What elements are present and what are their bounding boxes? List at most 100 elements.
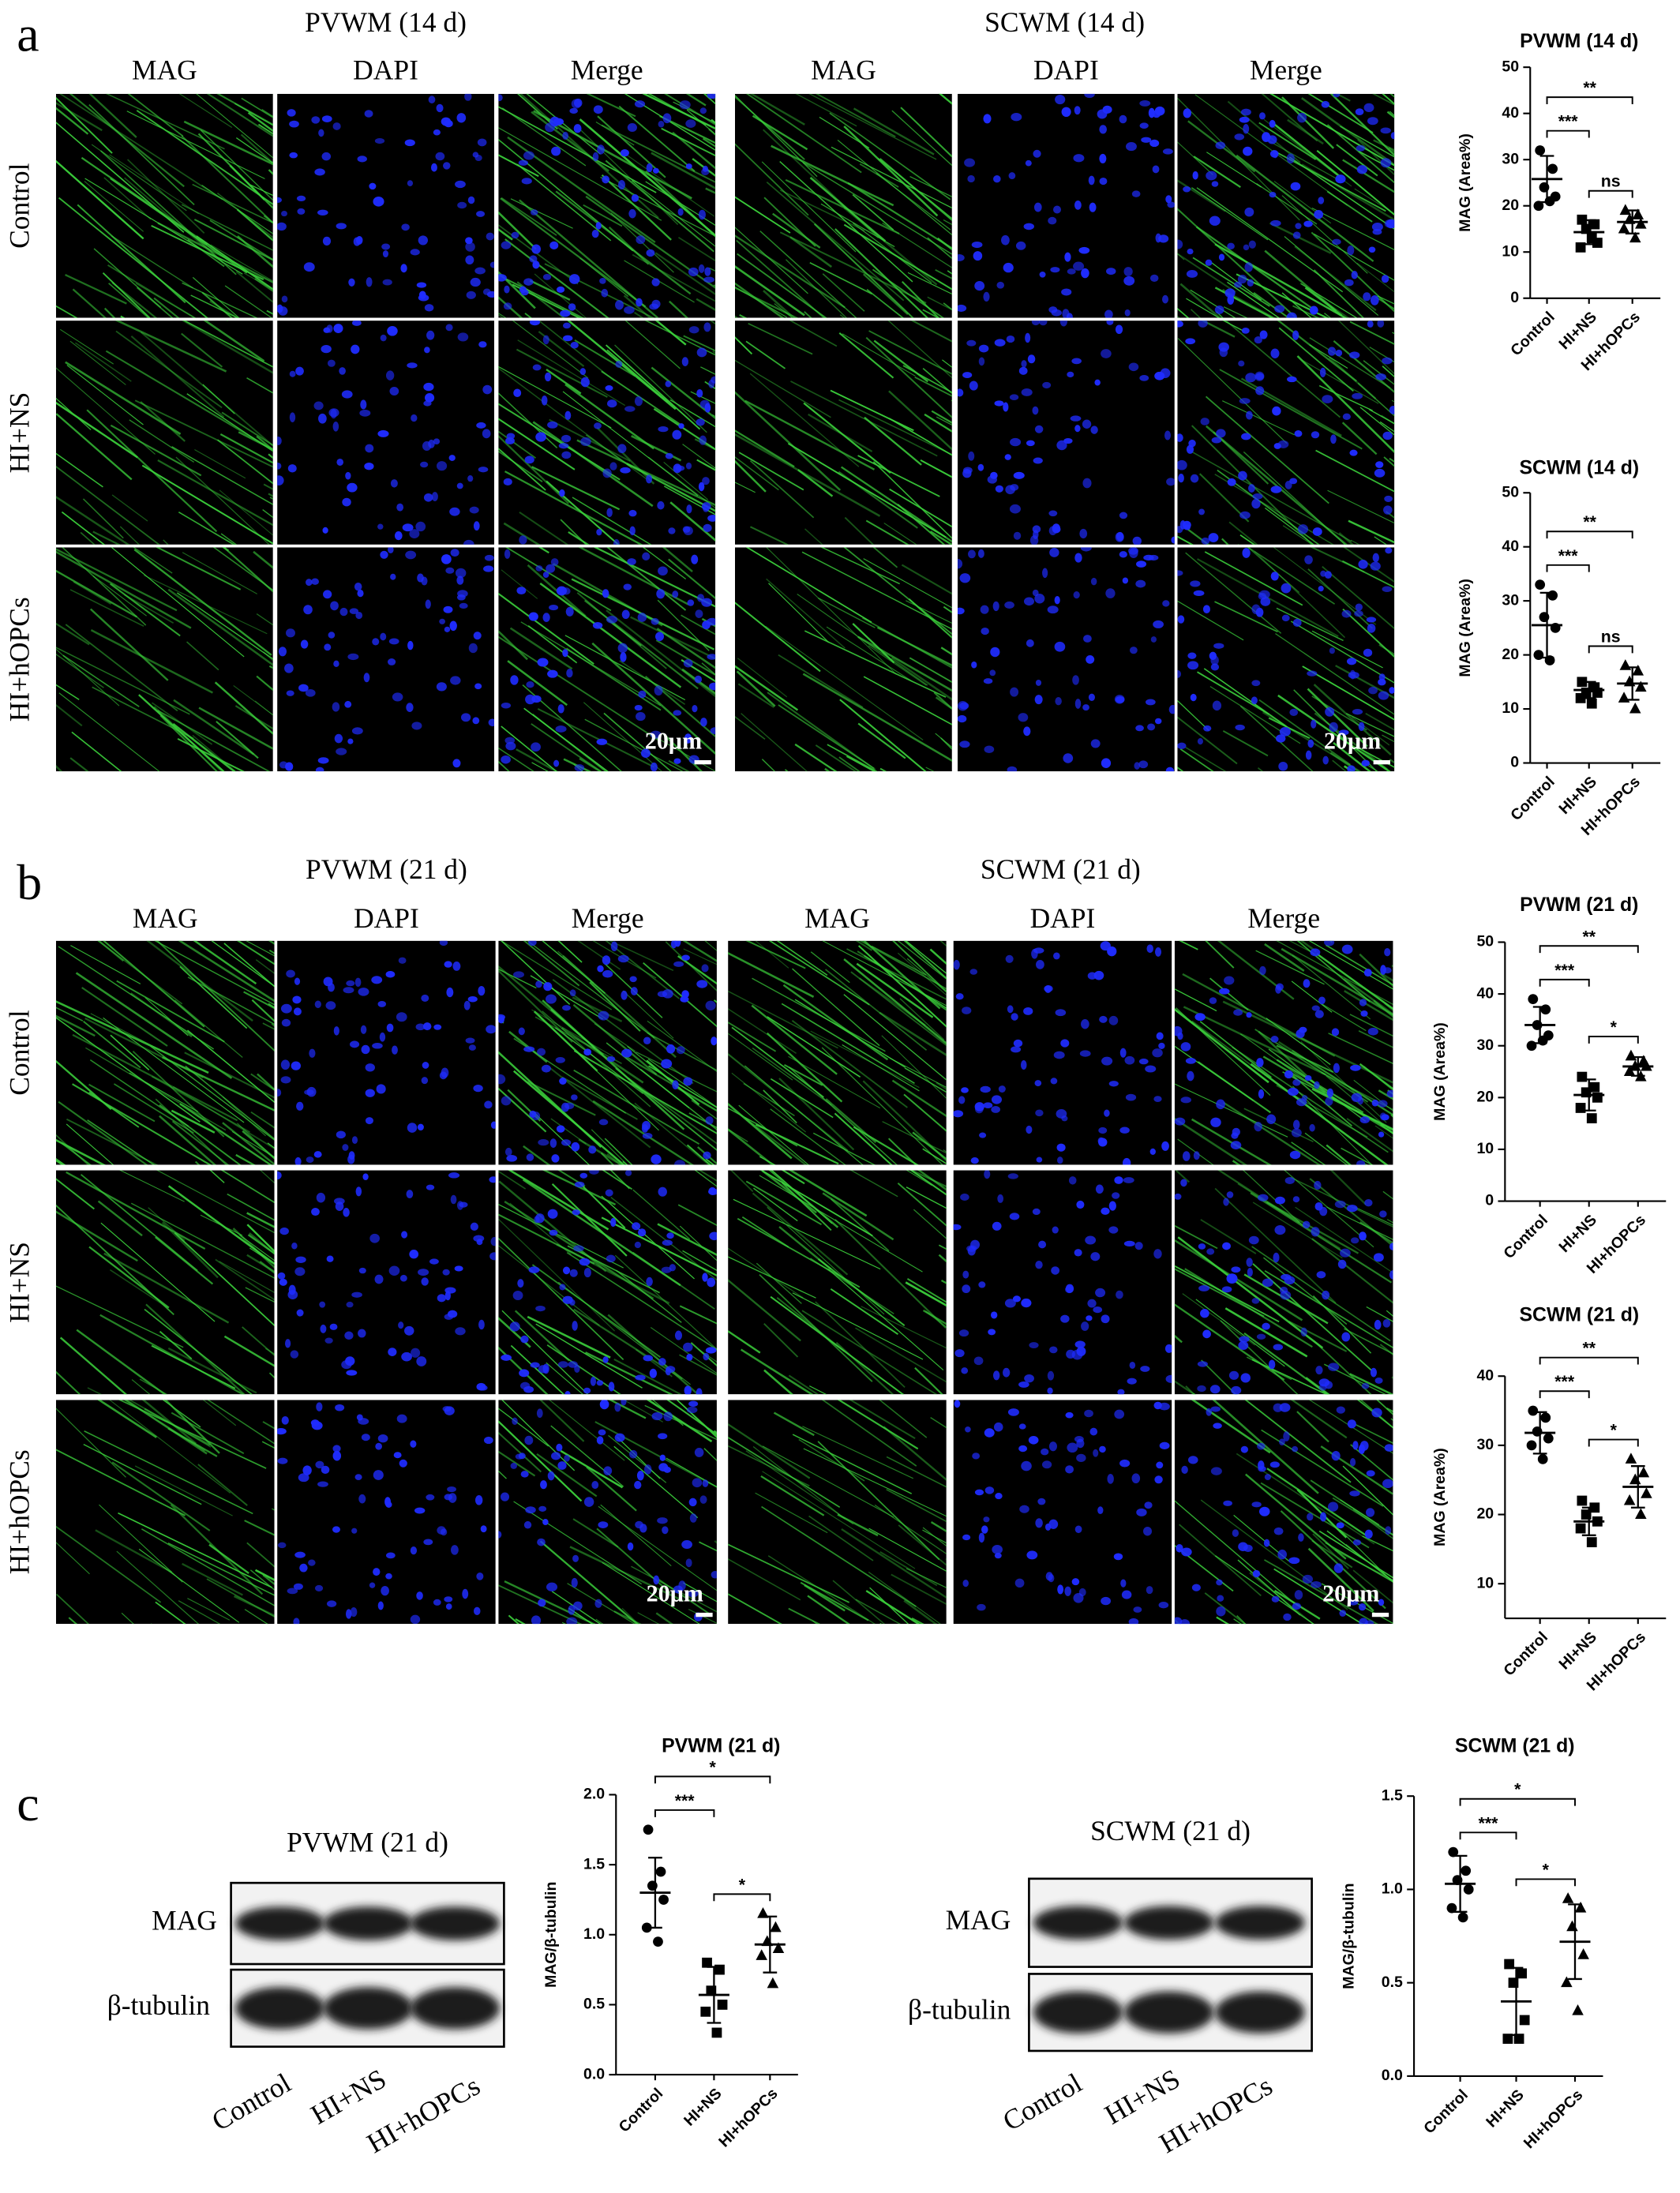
nucleus <box>501 1354 512 1361</box>
nucleus <box>348 1151 355 1160</box>
fiber <box>1284 1170 1374 1248</box>
fiber <box>1366 1306 1393 1322</box>
data-point <box>1461 1865 1472 1876</box>
nucleus <box>1090 577 1097 586</box>
nucleus <box>996 281 1005 289</box>
nucleus <box>1182 1151 1191 1161</box>
data-point <box>1623 1494 1636 1505</box>
nucleus <box>1177 742 1187 749</box>
fiber <box>62 654 140 707</box>
nucleus <box>321 1465 330 1474</box>
nucleus <box>1258 1466 1266 1472</box>
nucleus <box>1274 305 1285 313</box>
nucleus <box>1159 1441 1170 1450</box>
fiber <box>815 93 896 138</box>
fiber <box>1177 253 1185 261</box>
fiber <box>1250 1063 1389 1165</box>
nucleus <box>1335 349 1343 357</box>
fiber <box>243 272 273 291</box>
nucleus <box>1129 1361 1136 1369</box>
nucleus <box>322 236 332 246</box>
fiber <box>1386 511 1395 519</box>
micrograph-background <box>957 93 1175 318</box>
fiber <box>186 1029 275 1104</box>
nucleus <box>1177 570 1183 576</box>
nucleus <box>1108 1015 1119 1025</box>
nucleus <box>1138 760 1149 769</box>
fiber <box>178 940 275 1003</box>
fiber <box>573 1308 683 1380</box>
nucleus <box>1318 586 1324 592</box>
fiber <box>862 1080 947 1162</box>
nucleus <box>1319 1512 1327 1522</box>
fiber <box>510 198 573 229</box>
nucleus <box>688 267 699 277</box>
nucleus <box>1162 294 1169 304</box>
nucleus <box>1358 1444 1366 1454</box>
fiber <box>254 278 273 293</box>
nucleus <box>333 660 339 668</box>
nucleus <box>1124 1055 1135 1065</box>
fiber <box>536 1453 598 1498</box>
fiber <box>585 1351 674 1395</box>
fiber <box>801 551 952 630</box>
fiber <box>235 271 273 304</box>
fiber <box>891 940 947 993</box>
nucleus <box>385 1552 396 1559</box>
nucleus <box>553 759 560 767</box>
fiber <box>762 1445 894 1518</box>
nucleus <box>1045 1572 1053 1581</box>
nucleus <box>557 704 564 714</box>
nucleus <box>1097 109 1108 119</box>
column-header: MAG <box>804 902 870 934</box>
fiber <box>82 498 124 539</box>
fiber <box>677 237 716 262</box>
fiber <box>666 1400 717 1436</box>
nucleus <box>1112 1192 1120 1199</box>
fiber <box>606 1042 690 1109</box>
region-title: SCWM (21 d) <box>981 853 1141 885</box>
fiber <box>1292 1085 1373 1165</box>
fiber <box>116 980 225 1043</box>
fiber <box>760 1475 825 1516</box>
micrograph-background <box>735 321 952 545</box>
fiber <box>178 511 235 545</box>
fiber <box>1179 1524 1262 1597</box>
nucleus <box>564 1391 571 1395</box>
blot-band <box>1033 1906 1123 1940</box>
data-point <box>770 1921 782 1932</box>
nucleus <box>1002 1367 1011 1378</box>
fiber <box>527 624 578 664</box>
nucleus <box>294 1156 302 1165</box>
nucleus <box>658 1186 667 1197</box>
nucleus <box>470 277 481 287</box>
nucleus <box>1350 1457 1356 1467</box>
nucleus <box>1154 718 1162 725</box>
nucleus <box>1035 679 1042 686</box>
fiber <box>103 177 152 220</box>
y-tick-label: 0 <box>1510 754 1519 771</box>
y-tick-label: 1.5 <box>583 1855 605 1872</box>
significance-bracket <box>1459 1798 1576 1806</box>
fiber <box>1266 1468 1367 1537</box>
nucleus <box>639 1524 647 1533</box>
fiber <box>1276 1044 1334 1073</box>
nucleus <box>682 526 691 533</box>
micrograph-background <box>728 1170 947 1395</box>
nucleus <box>295 1256 306 1264</box>
fiber <box>1174 1117 1247 1165</box>
nucleus <box>388 1265 400 1276</box>
fiber <box>601 1216 717 1277</box>
nucleus <box>339 367 346 375</box>
fiber <box>568 1607 594 1625</box>
fiber <box>159 714 219 772</box>
micrograph <box>277 547 494 772</box>
nucleus <box>1071 358 1082 365</box>
nucleus <box>1247 279 1254 287</box>
fiber <box>55 550 192 629</box>
fiber <box>929 948 947 965</box>
nucleus <box>1272 150 1278 159</box>
nucleus <box>1101 1314 1110 1324</box>
nucleus <box>1251 604 1261 615</box>
nucleus <box>994 1553 1002 1559</box>
